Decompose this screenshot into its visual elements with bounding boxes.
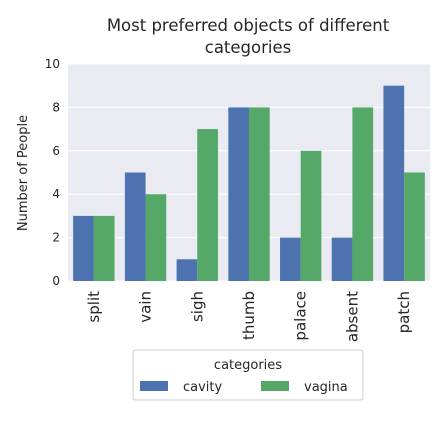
- legend-box: [132, 349, 364, 401]
- bar-vagina-absent: [352, 107, 374, 282]
- legend-title: categories: [214, 358, 282, 373]
- x-tick-label-vain: vain: [137, 291, 155, 323]
- bar-vagina-palace: [300, 150, 322, 281]
- bar-cavity-palace: [280, 237, 301, 281]
- bar-vagina-thumb: [249, 107, 270, 282]
- y-tick-label: 4: [52, 187, 60, 201]
- y-tick-label: 8: [52, 100, 60, 114]
- chart-title-line-2: categories: [205, 38, 292, 57]
- x-tick-label-patch: patch: [395, 291, 413, 333]
- bar-cavity-absent: [331, 237, 353, 281]
- x-axis-labels: split vain sigh thumb palace absent patch: [85, 291, 413, 342]
- legend-label-cavity: cavity: [183, 380, 223, 395]
- bar-cavity-patch: [383, 85, 405, 281]
- x-tick-label-thumb: thumb: [240, 291, 258, 340]
- y-axis-ticks: 0 2 4 6 8 10: [45, 57, 60, 288]
- bar-cavity-split: [73, 215, 94, 281]
- bar-vagina-split: [93, 215, 115, 281]
- legend-swatch-vagina: [261, 381, 289, 391]
- bar-vagina-patch: [404, 172, 425, 281]
- y-tick-label: 2: [52, 231, 60, 245]
- bar-cavity-vain: [124, 172, 146, 281]
- x-tick-label-palace: palace: [292, 291, 310, 341]
- bar-vagina-sigh: [197, 129, 218, 281]
- x-tick-label-absent: absent: [343, 291, 361, 342]
- bar-cavity-thumb: [228, 107, 249, 282]
- bar-vagina-vain: [145, 194, 167, 281]
- y-axis-label: Number of People: [16, 115, 31, 231]
- legend: categories cavity vagina: [132, 349, 364, 401]
- legend-swatch-cavity: [140, 381, 168, 391]
- bar-cavity-sigh: [176, 259, 198, 281]
- bars: [73, 85, 425, 282]
- x-tick-label-split: split: [85, 291, 103, 323]
- y-tick-label: 6: [52, 144, 60, 158]
- chart-title-line-1: Most preferred objects of different: [107, 16, 390, 35]
- legend-label-vagina: vagina: [304, 380, 348, 395]
- y-tick-label: 0: [52, 274, 60, 288]
- y-tick-label: 10: [45, 57, 60, 71]
- x-tick-label-sigh: sigh: [188, 291, 206, 322]
